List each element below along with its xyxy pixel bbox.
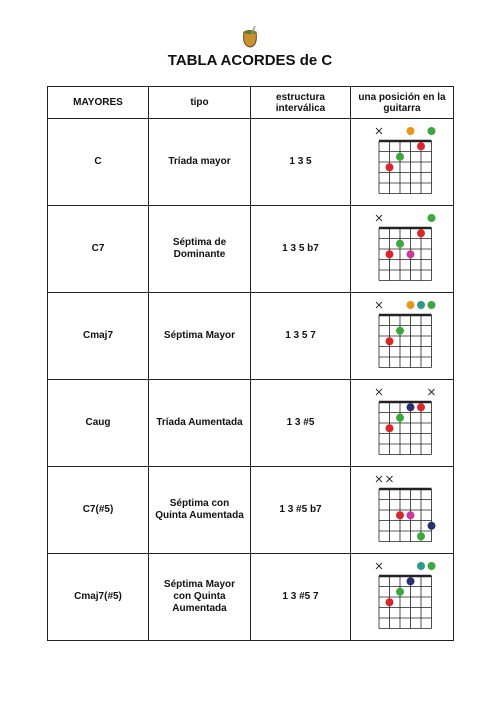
table-row: C Tríada mayor 1 3 5 (47, 118, 454, 206)
finger-dot (385, 250, 393, 259)
finger-dot (416, 403, 425, 412)
chord-diagram (375, 475, 435, 542)
finger-dot (416, 301, 425, 309)
finger-dot (406, 301, 414, 309)
finger-dot (395, 152, 404, 161)
mate-icon (243, 26, 257, 48)
table-cell: C7(#5) (47, 466, 149, 554)
table-row: Caug Tríada Aumentada 1 3 #5 (47, 379, 454, 467)
table-cell: 1 3 5 b7 (250, 205, 351, 293)
table-body: C Tríada mayor 1 3 5 C7 Séptima de Dominante… (47, 118, 454, 641)
table-cell: 1 3 #5 7 (250, 553, 351, 641)
finger-dot (406, 403, 414, 412)
table-cell: Séptima de Dominante (148, 205, 251, 293)
column-header: tipo (148, 86, 251, 119)
table-row: C7(#5) Séptima con Quinta Aumentada 1 3 #5… (47, 466, 454, 554)
finger-dot (416, 229, 425, 238)
finger-dot (427, 127, 435, 135)
mute-mark (427, 388, 435, 396)
mute-mark (375, 388, 382, 396)
table-cell: 1 3 5 (250, 118, 351, 206)
chord-cell (350, 118, 454, 206)
finger-dot (385, 598, 393, 607)
finger-dot (416, 142, 425, 151)
table-cell: C (47, 118, 149, 206)
finger-dot (406, 127, 414, 135)
finger-dot (406, 577, 414, 586)
mute-mark (375, 562, 382, 570)
table-cell: 1 3 #5 b7 (250, 466, 351, 554)
finger-dot (385, 163, 393, 172)
table-row: C7 Séptima de Dominante 1 3 5 b7 (47, 205, 454, 293)
finger-dot (385, 424, 393, 433)
chord-diagram (375, 388, 435, 455)
chord-diagram (375, 562, 435, 629)
chord-diagram (375, 301, 435, 368)
finger-dot (416, 562, 425, 570)
finger-dot (395, 587, 404, 596)
table-cell: Séptima Mayor con Quinta Aumentada (148, 553, 251, 641)
chord-cell (350, 292, 454, 380)
finger-dot (427, 301, 435, 309)
chord-table: MAYORES tipo estructura interválica una pos… (47, 86, 454, 641)
column-header: estructura interválica (250, 86, 351, 119)
table-cell: C7 (47, 205, 149, 293)
mute-mark (375, 475, 382, 483)
table-cell: Cmaj7(#5) (47, 553, 149, 641)
table-cell: Tríada Aumentada (148, 379, 251, 467)
table-cell: Caug (47, 379, 149, 467)
finger-dot (427, 562, 435, 570)
header-row: MAYORES tipo estructura interválica una pos… (47, 86, 454, 119)
table-cell: 1 3 5 7 (250, 292, 351, 380)
finger-dot (406, 250, 414, 259)
chord-cell (350, 466, 454, 554)
finger-dot (395, 511, 404, 520)
finger-dot (406, 511, 414, 520)
finger-dot (395, 413, 404, 422)
column-header: una posición en la guitarra (350, 86, 454, 119)
chord-cell (350, 205, 454, 293)
finger-dot (395, 239, 404, 248)
table-cell: Cmaj7 (47, 292, 149, 380)
table-cell: Tríada mayor (148, 118, 251, 206)
finger-dot (416, 532, 425, 541)
table-cell: Séptima con Quinta Aumentada (148, 466, 251, 554)
finger-dot (427, 214, 435, 222)
table-cell: Séptima Mayor (148, 292, 251, 380)
title: TABLA ACORDES de C (167, 52, 333, 69)
table-row: Cmaj7(#5) Séptima Mayor con Quinta Aument… (47, 553, 454, 641)
finger-dot (427, 521, 435, 530)
mute-mark (375, 127, 382, 135)
column-header: MAYORES (47, 86, 149, 119)
finger-dot (395, 326, 404, 335)
chord-diagram (375, 214, 435, 281)
chord-cell (350, 379, 454, 467)
finger-dot (385, 337, 393, 346)
mute-mark (375, 214, 382, 222)
table-row: Cmaj7 Séptima Mayor 1 3 5 7 (47, 292, 454, 380)
chord-cell (350, 553, 454, 641)
table-cell: 1 3 #5 (250, 379, 351, 467)
mute-mark (385, 475, 393, 483)
mute-mark (375, 301, 382, 309)
chord-diagram (375, 127, 435, 194)
